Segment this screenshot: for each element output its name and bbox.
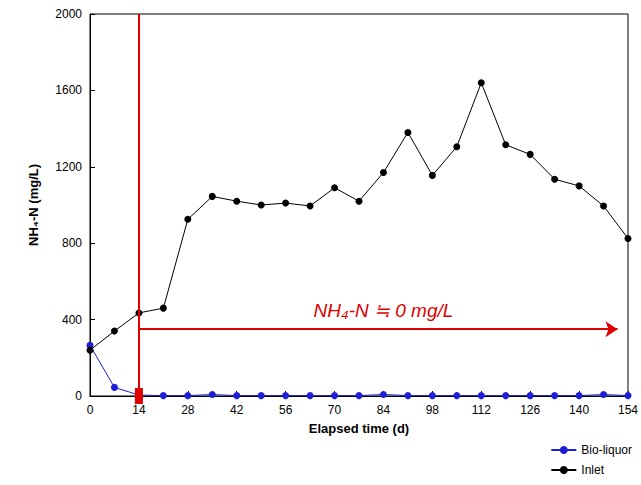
svg-text:0: 0 <box>75 389 82 403</box>
svg-text:154: 154 <box>618 403 638 417</box>
svg-text:0: 0 <box>87 403 94 417</box>
svg-text:Bio-liquor: Bio-liquor <box>581 443 632 457</box>
svg-text:126: 126 <box>520 403 540 417</box>
svg-text:70: 70 <box>328 403 342 417</box>
svg-text:28: 28 <box>181 403 195 417</box>
svg-text:NH₄-N ≒ 0 mg/L: NH₄-N ≒ 0 mg/L <box>314 300 454 321</box>
svg-text:NH₄-N (mg/L): NH₄-N (mg/L) <box>26 164 41 246</box>
svg-text:1200: 1200 <box>55 160 82 174</box>
svg-text:Elapsed time (d): Elapsed time (d) <box>309 421 409 436</box>
svg-text:1600: 1600 <box>55 83 82 97</box>
svg-text:800: 800 <box>62 236 82 250</box>
svg-text:400: 400 <box>62 313 82 327</box>
svg-text:56: 56 <box>279 403 293 417</box>
svg-text:140: 140 <box>569 403 589 417</box>
svg-text:42: 42 <box>230 403 244 417</box>
svg-text:112: 112 <box>472 403 491 417</box>
svg-text:2000: 2000 <box>55 7 82 21</box>
svg-text:98: 98 <box>426 403 440 417</box>
svg-text:Inlet: Inlet <box>581 463 604 477</box>
svg-text:84: 84 <box>377 403 391 417</box>
svg-text:14: 14 <box>132 403 146 417</box>
